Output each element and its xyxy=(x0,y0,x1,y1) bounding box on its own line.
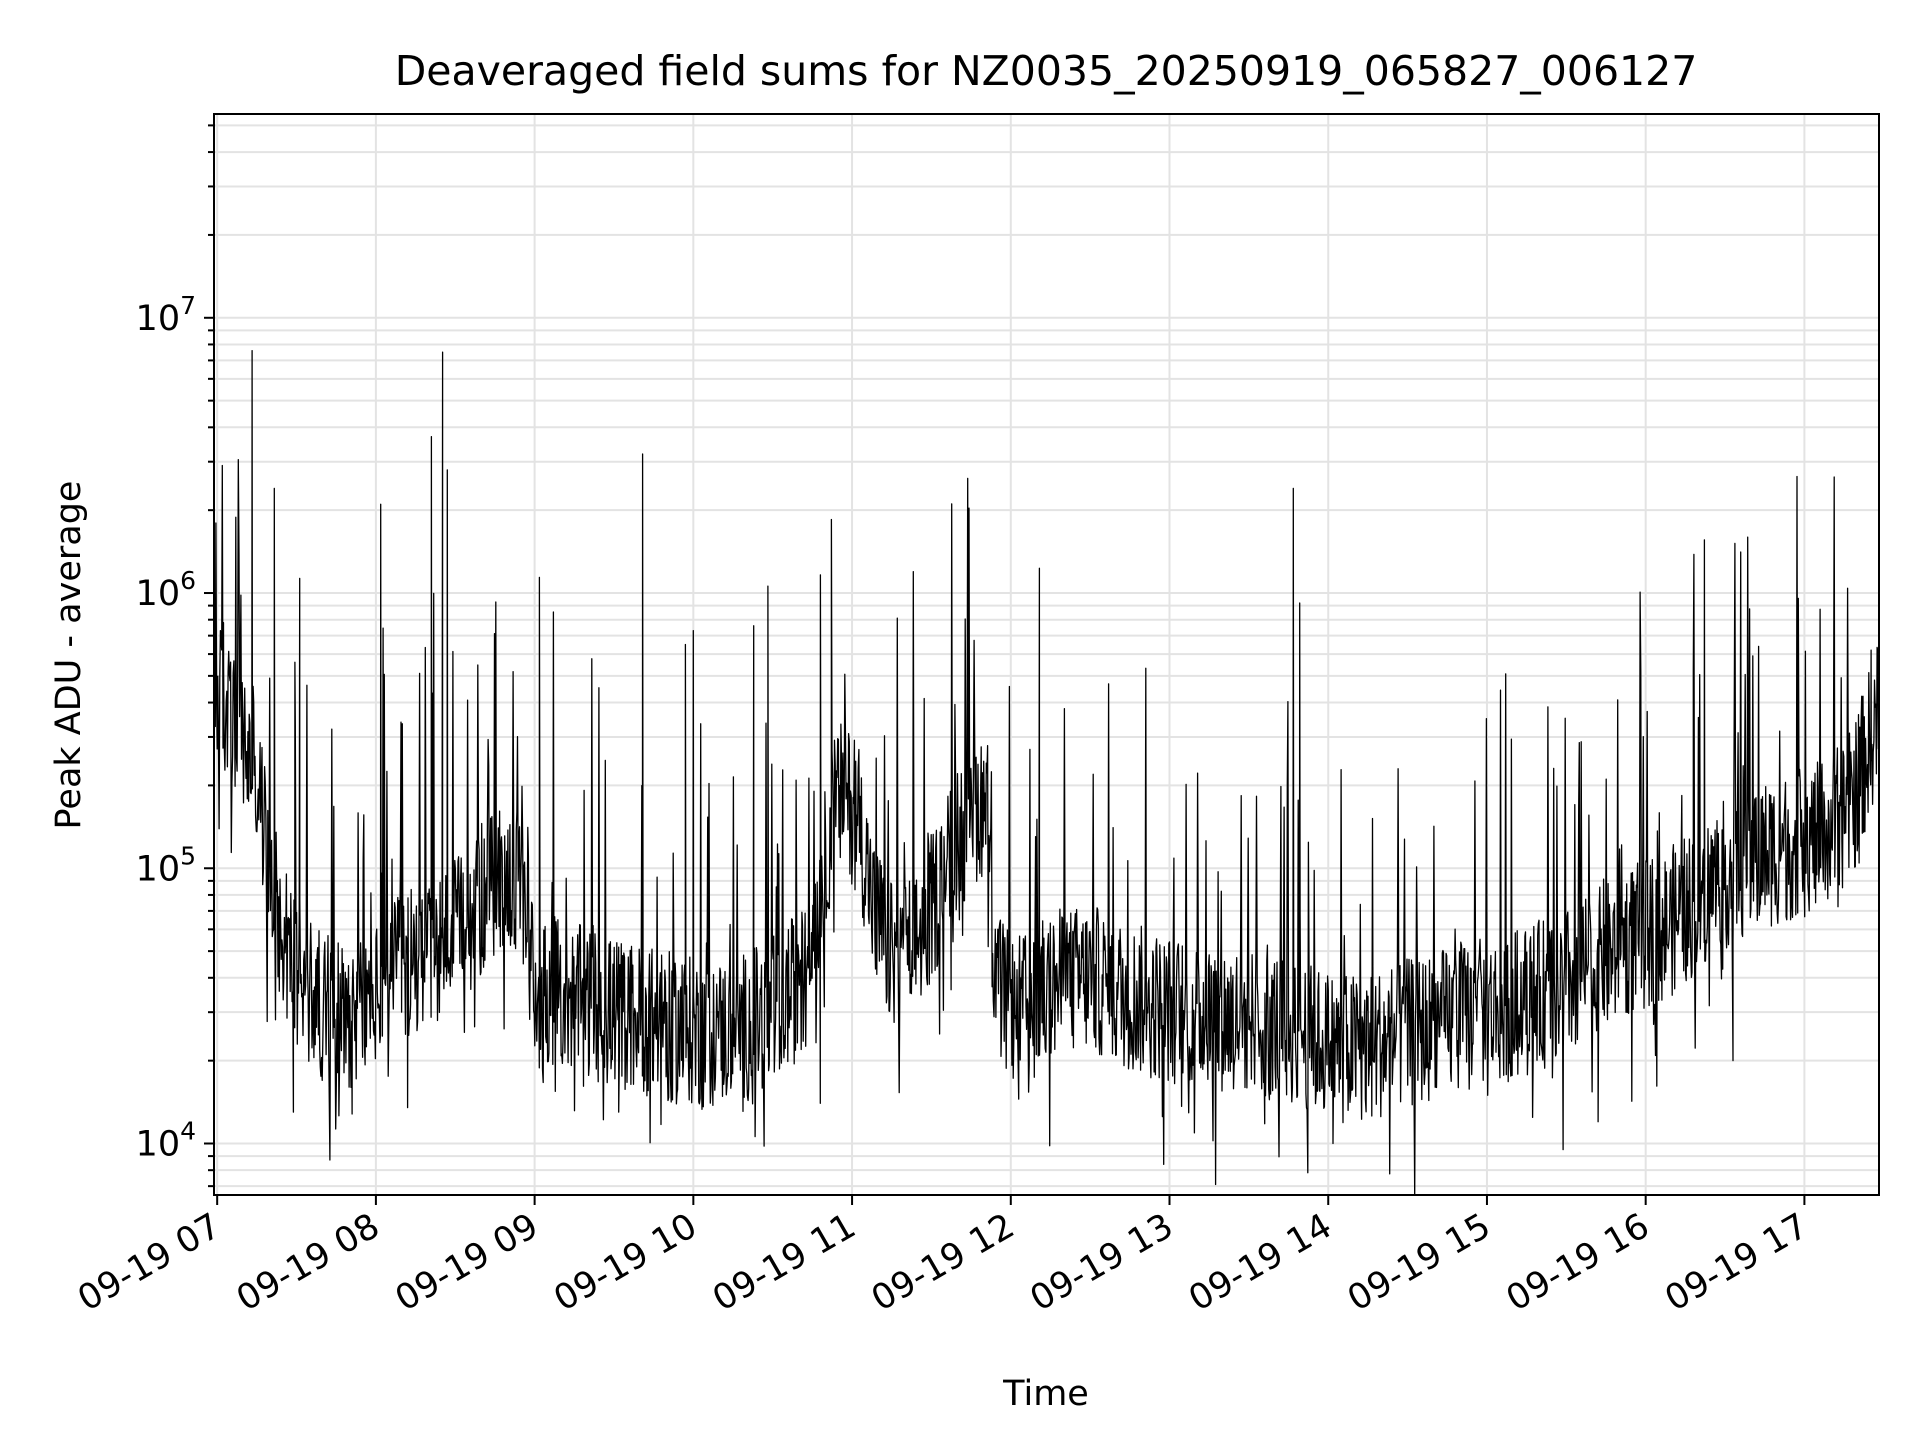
y-tick-label: 106 xyxy=(136,566,196,614)
y-tick-label: 105 xyxy=(136,841,196,889)
series-line xyxy=(213,349,1880,1196)
y-tick-label: 104 xyxy=(136,1117,196,1165)
y-axis-label: Peak ADU - average xyxy=(49,481,89,830)
x-axis-label: Time xyxy=(1002,1374,1089,1414)
y-axis: 104 105 106 107 xyxy=(136,124,214,1188)
plot-area xyxy=(213,349,1880,1196)
chart-title: Deaveraged field sums for NZ0035_2025091… xyxy=(395,47,1698,95)
y-tick-label: 107 xyxy=(136,291,196,339)
grid xyxy=(214,114,1879,1195)
